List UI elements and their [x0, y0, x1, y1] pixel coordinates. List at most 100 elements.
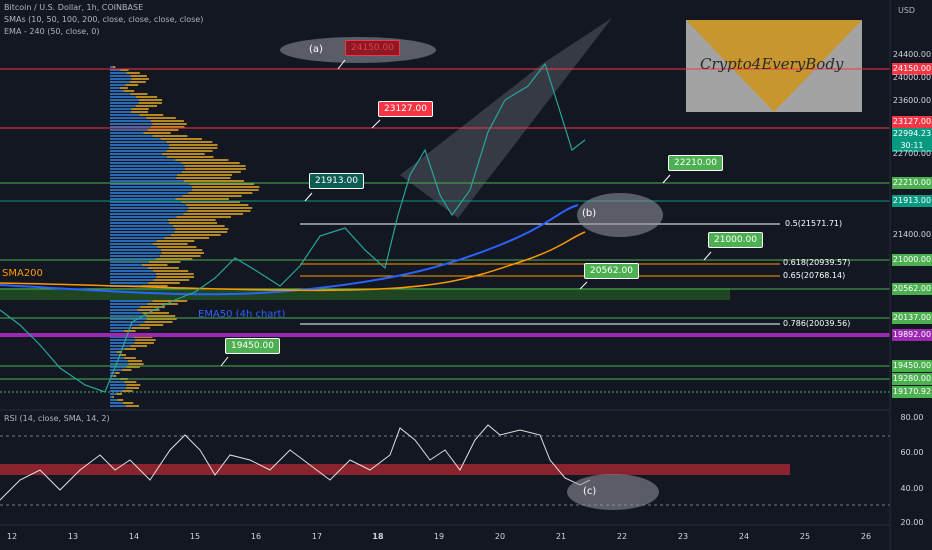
volume-bar: [110, 162, 182, 164]
volume-bar: [110, 105, 136, 107]
volume-bar: [122, 402, 134, 404]
volume-bar: [177, 174, 233, 176]
price-axis-label: 19170.92: [892, 386, 932, 398]
time-axis-label: 22: [616, 532, 628, 541]
volume-bar: [110, 306, 141, 308]
time-axis-label: 17: [311, 532, 323, 541]
time-axis-label: 19: [433, 532, 445, 541]
logo-text: Crypto4EveryBody: [700, 55, 844, 73]
price-callout: 22210.00: [668, 155, 723, 171]
volume-bar: [110, 366, 127, 368]
volume-bar: [162, 153, 205, 155]
wave-marker: (a): [309, 44, 323, 55]
callout-pointers: [220, 59, 712, 367]
volume-bar: [110, 156, 167, 158]
price-axis-label: 19892.00: [892, 329, 932, 341]
volume-bar: [131, 78, 149, 80]
volume-bar: [130, 75, 147, 77]
volume-bar: [141, 285, 168, 287]
price-axis-label: 30:11: [892, 140, 932, 152]
volume-bar: [191, 189, 259, 191]
volume-bar: [152, 135, 188, 137]
rsi-title: RSI (14, close, SMA, 14, 2): [4, 414, 110, 423]
rsi-line: [0, 424, 591, 501]
volume-bar: [143, 132, 171, 134]
logo-triangle: [686, 20, 862, 112]
volume-profile: [110, 66, 260, 407]
volume-bar: [152, 123, 187, 125]
volume-bar: [155, 258, 193, 260]
volume-bar: [110, 174, 178, 176]
time-axis-label: 26: [860, 532, 872, 541]
volume-bar: [122, 390, 133, 392]
volume-bar: [110, 360, 128, 362]
volume-bar: [138, 102, 162, 104]
volume-bar: [144, 321, 173, 323]
volume-bar: [184, 165, 246, 167]
currency: USD: [898, 6, 916, 15]
price-axis-label: 21913.00: [892, 195, 932, 207]
volume-bar: [131, 108, 149, 110]
volume-bar: [110, 204, 187, 206]
volume-bar: [110, 141, 167, 143]
volume-bar: [130, 111, 149, 113]
fib-label: 0.5(21571.71): [785, 219, 843, 228]
volume-bar: [169, 144, 218, 146]
rsi-axis-label: 60.00: [900, 448, 924, 457]
volume-bar: [110, 111, 131, 113]
volume-bar: [118, 354, 126, 356]
volume-bar: [110, 273, 157, 275]
price-callout: 21913.00: [309, 173, 364, 189]
volume-bar: [125, 387, 139, 389]
volume-bar: [110, 138, 161, 140]
volume-bar: [169, 147, 218, 149]
price-axis-label: 22994.23: [892, 128, 932, 140]
volume-bar: [153, 279, 190, 281]
volume-bar: [151, 126, 185, 128]
volume-bar: [110, 93, 131, 95]
volume-bar: [110, 222, 169, 224]
volume-bar: [135, 105, 157, 107]
price-path: [0, 62, 586, 393]
volume-bar: [110, 279, 154, 281]
volume-bar: [110, 315, 146, 317]
volume-bar: [116, 351, 123, 353]
volume-bar: [110, 369, 122, 371]
volume-bar: [156, 276, 195, 278]
volume-bar: [110, 87, 120, 89]
volume-bar: [116, 393, 123, 395]
time-axis-label: 18: [372, 532, 384, 541]
volume-bar: [126, 366, 140, 368]
volume-bar: [110, 258, 156, 260]
volume-bar: [168, 219, 216, 221]
volume-bar: [110, 255, 160, 257]
volume-bar: [112, 396, 114, 398]
volume-bar: [110, 159, 176, 161]
volume-bar: [147, 267, 179, 269]
volume-bar: [120, 69, 129, 71]
volume-bar: [110, 243, 153, 245]
indicator-title: EMA - 240 (50, close, 0): [4, 27, 100, 36]
volume-bar: [115, 372, 120, 374]
volume-bar: [110, 177, 177, 179]
volume-bar: [176, 216, 231, 218]
volume-bar: [160, 138, 202, 140]
volume-bar: [125, 84, 139, 86]
volume-bar: [156, 240, 195, 242]
volume-bar: [110, 216, 177, 218]
volume-bar: [110, 189, 192, 191]
price-callout: 24150.00: [345, 40, 400, 56]
volume-bar: [156, 273, 194, 275]
volume-bar: [175, 228, 229, 230]
volume-bar: [152, 300, 188, 302]
rsi-axis-label: 80.00: [900, 413, 924, 422]
volume-bar: [110, 201, 182, 203]
price-axis-label: 20562.00: [892, 283, 932, 295]
time-axis-label: 16: [250, 532, 262, 541]
volume-bar: [159, 255, 201, 257]
volume-bar: [137, 309, 160, 311]
rsi-axis-label: 40.00: [900, 484, 924, 493]
volume-bar: [183, 180, 245, 182]
volume-bar: [139, 114, 164, 116]
volume-bar: [128, 363, 144, 365]
